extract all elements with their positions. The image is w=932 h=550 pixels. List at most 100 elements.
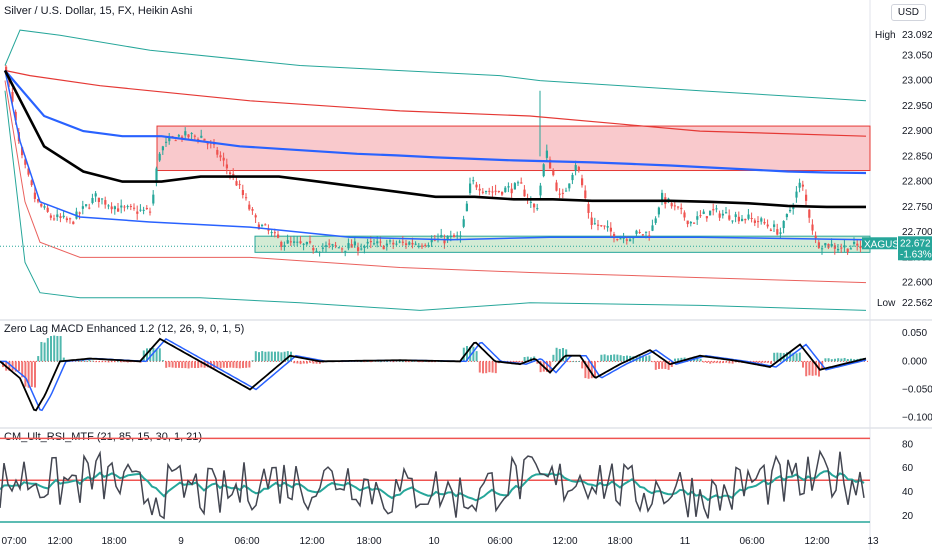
macd-histogram-bar xyxy=(123,361,126,363)
macd-histogram-bar xyxy=(830,359,833,362)
macd-histogram-bar xyxy=(229,361,232,368)
rsi-tick-label: 60 xyxy=(902,463,914,474)
macd-histogram-bar xyxy=(654,361,657,370)
candle-body xyxy=(782,221,785,229)
candle-body xyxy=(552,170,555,176)
macd-histogram-bar xyxy=(808,361,811,376)
time-tick-label: 06:00 xyxy=(739,536,764,547)
price-tag-bg xyxy=(898,236,932,261)
candle-body xyxy=(843,245,846,248)
candle-body xyxy=(494,190,497,192)
macd-histogram-bar xyxy=(552,354,555,362)
candle-body xyxy=(558,193,561,195)
time-tick-label: 18:00 xyxy=(356,536,381,547)
candle-body xyxy=(568,183,571,189)
ma-line xyxy=(4,69,867,175)
candle-body xyxy=(584,190,587,199)
macd-histogram-bar xyxy=(168,361,171,368)
macd-histogram-bar xyxy=(232,361,235,368)
macd-histogram-bar xyxy=(677,358,680,362)
macd-histogram-bar xyxy=(795,353,798,362)
macd-histogram-bar xyxy=(578,361,580,362)
macd-histogram-bar xyxy=(216,361,219,368)
macd-tick-label: −0.100 xyxy=(902,413,932,424)
macd-histogram-bar xyxy=(392,361,395,363)
candle-body xyxy=(645,231,648,233)
macd-histogram-bar xyxy=(110,361,113,363)
candle-body xyxy=(97,197,100,203)
macd-histogram-bar xyxy=(622,356,625,362)
macd-histogram-bar xyxy=(824,358,827,362)
macd-histogram-bar xyxy=(146,348,148,362)
candle-body xyxy=(347,243,350,249)
macd-histogram-bar xyxy=(472,346,475,362)
candle-body xyxy=(475,184,478,188)
candle-body xyxy=(46,207,49,212)
candle-body xyxy=(427,245,430,247)
macd-histogram-bar xyxy=(536,361,539,364)
candle-body xyxy=(456,235,459,237)
candle-body xyxy=(417,245,420,247)
candle-body xyxy=(385,243,388,246)
low-value-label: 22.562 xyxy=(902,298,932,309)
macd-histogram-bar xyxy=(398,360,401,362)
macd-histogram-bar xyxy=(706,361,708,363)
candle-body xyxy=(593,223,596,225)
candle-body xyxy=(773,224,776,227)
price-tick-label: 22.700 xyxy=(902,227,932,238)
candle-body xyxy=(619,238,622,240)
candle-body xyxy=(491,191,494,193)
candle-body xyxy=(149,211,152,213)
candle-body xyxy=(453,235,456,238)
macd-title: Zero Lag MACD Enhanced 1.2 (12, 26, 9, 0… xyxy=(4,323,245,335)
candle-body xyxy=(699,215,702,217)
macd-histogram-bar xyxy=(258,352,260,362)
price-tick-label: 22.850 xyxy=(902,151,932,162)
macd-histogram-bar xyxy=(171,361,174,368)
macd-histogram-bar xyxy=(379,361,382,363)
macd-histogram-bar xyxy=(18,361,20,372)
macd-histogram-bar xyxy=(274,351,276,362)
macd-histogram-bar xyxy=(277,351,280,362)
candle-body xyxy=(85,204,88,206)
macd-histogram-bar xyxy=(88,359,91,362)
candle-body xyxy=(312,247,315,251)
ma-lower-line xyxy=(4,70,867,241)
candle-body xyxy=(430,239,433,243)
macd-histogram-bar xyxy=(46,338,49,362)
currency-button[interactable]: USD xyxy=(890,4,926,21)
candle-body xyxy=(379,241,382,243)
candle-body xyxy=(747,214,750,219)
macd-histogram-bar xyxy=(779,352,782,362)
candle-body xyxy=(808,209,811,218)
macd-histogram-bar xyxy=(254,351,257,362)
macd-histogram-bar xyxy=(174,361,177,368)
macd-histogram-bar xyxy=(158,348,161,362)
candle-body xyxy=(673,205,676,207)
candle-body xyxy=(321,247,324,249)
macd-histogram-bar xyxy=(613,354,616,362)
candle-body xyxy=(616,239,619,241)
candle-body xyxy=(603,225,606,227)
candle-body xyxy=(219,155,222,158)
candle-body xyxy=(680,207,683,210)
candle-body xyxy=(613,234,616,239)
candle-body xyxy=(757,221,760,223)
macd-histogram-bar xyxy=(661,361,664,369)
candle-body xyxy=(469,183,472,194)
macd-histogram-bar xyxy=(309,361,312,363)
macd-histogram-bar xyxy=(718,361,721,364)
macd-histogram-bar xyxy=(98,361,100,363)
high-value-label: 23.092 xyxy=(902,30,932,41)
candle-body xyxy=(184,131,187,136)
candle-body xyxy=(725,212,728,214)
candle-body xyxy=(369,241,372,243)
candle-body xyxy=(424,244,427,246)
macd-signal-line xyxy=(0,337,867,412)
time-tick-label: 13 xyxy=(867,536,879,547)
rsi-title: CM_Ult_RSI_MTF (21, 85, 15, 30, 1, 21) xyxy=(4,431,203,443)
macd-histogram-bar xyxy=(619,355,622,362)
macd-histogram-bar xyxy=(760,361,763,364)
macd-histogram-bar xyxy=(491,361,494,373)
